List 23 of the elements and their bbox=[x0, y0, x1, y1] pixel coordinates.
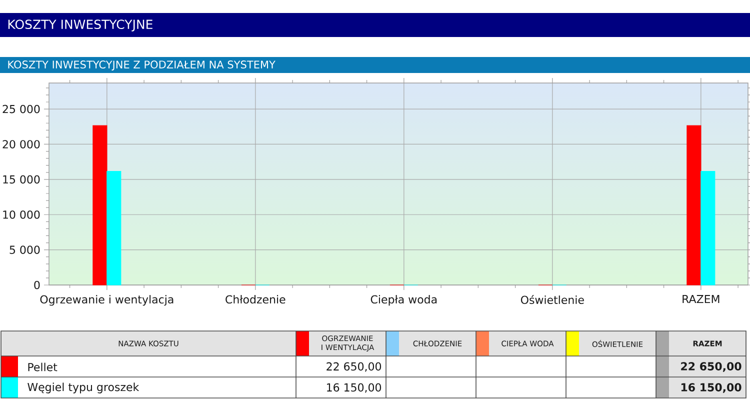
legend-label: Węgiel typu groszek bbox=[28, 382, 140, 394]
y-tick-label: 20 000 bbox=[2, 140, 40, 148]
y-tick-label: 0 bbox=[34, 280, 40, 290]
legend-label: Pellet bbox=[28, 362, 58, 372]
bar bbox=[106, 171, 122, 286]
text: 16 150,00 bbox=[681, 383, 742, 393]
x-tick-label: Chłodzenie bbox=[226, 295, 286, 304]
bar bbox=[700, 171, 716, 286]
text: 22 650,00 bbox=[326, 362, 382, 372]
bar bbox=[92, 125, 108, 286]
bar bbox=[686, 125, 702, 286]
x-tick-label: RAZEM bbox=[682, 295, 720, 304]
chart-subtitle: KOSZTY INWESTYCYJNE Z PODZIAŁEM NA SYSTEMY bbox=[8, 60, 276, 70]
text: 16 150,00 bbox=[327, 383, 382, 393]
y-tick-label: 15 000 bbox=[3, 175, 40, 184]
x-tick-label: Ogrzewanie i wentylacja bbox=[40, 295, 174, 306]
y-tick-label: 10 000 bbox=[3, 210, 40, 219]
text: 22 650,00 bbox=[681, 362, 742, 372]
x-tick-label: Oświetlenie bbox=[520, 295, 584, 304]
y-tick-label: 5 000 bbox=[10, 246, 40, 254]
chart-title: KOSZTY INWESTYCYJNE bbox=[8, 20, 152, 32]
y-tick-label: 25 000 bbox=[2, 104, 40, 114]
x-tick-label: Ciepła woda bbox=[370, 295, 437, 306]
